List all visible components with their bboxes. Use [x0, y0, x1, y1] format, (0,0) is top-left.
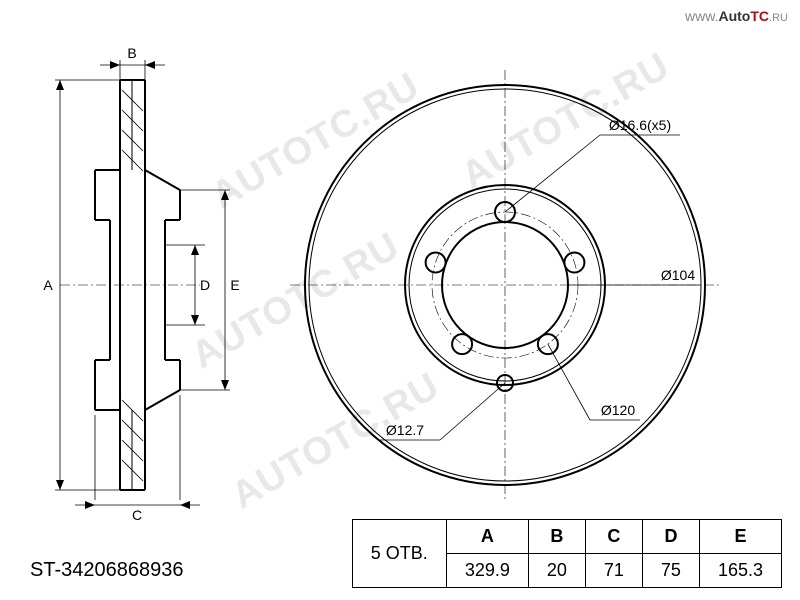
side-view: A B C D [43, 45, 239, 520]
col-a: A [446, 520, 528, 554]
front-view: Ø16.6(x5) Ø104 Ø12.7 Ø120 [290, 70, 720, 500]
col-d: D [642, 520, 699, 554]
val-c: 71 [585, 554, 642, 588]
col-b: B [528, 520, 585, 554]
dim-a-label: A [43, 277, 53, 293]
part-number: ST-34206868936 [30, 559, 183, 582]
val-a: 329.9 [446, 554, 528, 588]
hub-dia-label: Ø104 [661, 267, 695, 283]
dim-e-label: E [230, 277, 239, 293]
col-c: C [585, 520, 642, 554]
bolt-hole-label: Ø16.6(x5) [609, 117, 671, 133]
col-e: E [699, 520, 781, 554]
bolt-circle-label: Ø120 [601, 402, 635, 418]
dim-b-label: B [127, 45, 136, 61]
drawing-svg: Ø16.6(x5) Ø104 Ø12.7 Ø120 [0, 20, 800, 520]
dim-d-label: D [200, 277, 210, 293]
val-e: 165.3 [699, 554, 781, 588]
dim-c-label: C [132, 507, 142, 520]
dimensions-table: 5 ОТВ. A B C D E 329.9 20 71 75 165.3 [352, 519, 782, 588]
pilot-dia-label: Ø12.7 [386, 422, 424, 438]
technical-drawing: Ø16.6(x5) Ø104 Ø12.7 Ø120 [0, 20, 800, 500]
val-d: 75 [642, 554, 699, 588]
val-b: 20 [528, 554, 585, 588]
holes-count-cell: 5 ОТВ. [352, 520, 446, 588]
